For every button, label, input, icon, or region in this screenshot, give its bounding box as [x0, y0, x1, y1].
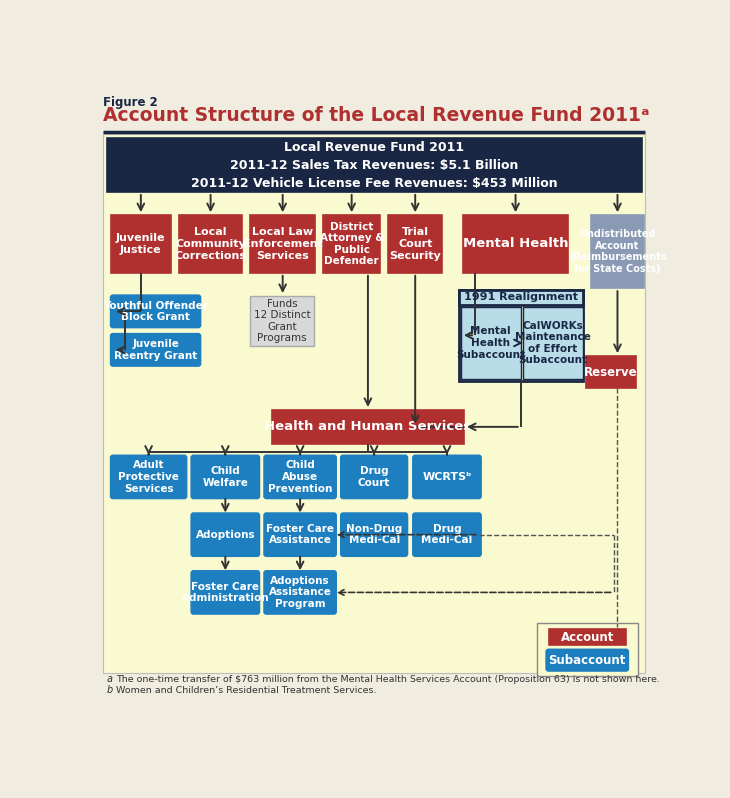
Bar [272, 410, 464, 444]
FancyBboxPatch shape [191, 456, 259, 499]
Text: Reserve: Reserve [584, 365, 638, 379]
Text: Adoptions
Assistance
Program: Adoptions Assistance Program [269, 576, 331, 609]
Bar [591, 215, 644, 288]
FancyBboxPatch shape [111, 456, 187, 499]
Text: Local
Community
Corrections: Local Community Corrections [174, 227, 247, 261]
Bar [585, 356, 636, 389]
FancyBboxPatch shape [413, 513, 481, 556]
Text: Mental
Health
Subaccount: Mental Health Subaccount [456, 326, 526, 360]
Text: Account Structure of the Local Revenue Fund 2011ᵃ: Account Structure of the Local Revenue F… [103, 106, 650, 125]
Text: Foster Care
Administration: Foster Care Administration [182, 582, 269, 603]
FancyBboxPatch shape [264, 513, 336, 556]
Text: Funds
12 Distinct
Grant
Programs: Funds 12 Distinct Grant Programs [253, 298, 310, 343]
Bar [537, 623, 637, 676]
Text: District
Attorney &
Public
Defender: District Attorney & Public Defender [320, 222, 384, 266]
Bar [111, 215, 171, 273]
FancyBboxPatch shape [191, 513, 259, 556]
FancyBboxPatch shape [341, 513, 407, 556]
FancyBboxPatch shape [413, 456, 481, 499]
Text: Child
Welfare: Child Welfare [202, 466, 248, 488]
Bar [458, 290, 583, 381]
Text: Account: Account [561, 630, 614, 643]
Text: Juvenile
Justice: Juvenile Justice [116, 233, 166, 255]
Bar [464, 215, 568, 273]
Bar [107, 138, 642, 192]
Text: Adult
Protective
Services: Adult Protective Services [118, 460, 179, 493]
FancyBboxPatch shape [546, 650, 629, 671]
Text: 1991 Realignment: 1991 Realignment [464, 293, 577, 302]
Bar [103, 134, 645, 674]
Bar [461, 306, 520, 379]
Text: Health and Human Services: Health and Human Services [264, 421, 472, 433]
Text: Undistributed
Account
(Reimbursements
for State Costs): Undistributed Account (Reimbursements fo… [569, 229, 666, 274]
Text: Figure 2: Figure 2 [103, 96, 158, 109]
Text: Trial
Court
Security: Trial Court Security [389, 227, 441, 261]
Text: Adoptions: Adoptions [196, 530, 256, 539]
Text: WCRTSᵇ: WCRTSᵇ [422, 472, 472, 482]
Bar [323, 215, 380, 273]
Text: CalWORKs
Maintenance
of Effort
Subaccount: CalWORKs Maintenance of Effort Subaccoun… [515, 321, 591, 365]
Text: b: b [107, 685, 113, 694]
Text: Foster Care
Assistance: Foster Care Assistance [266, 523, 334, 546]
Bar [548, 630, 626, 645]
Bar [458, 290, 583, 305]
Text: Local Revenue Fund 2011
2011-12 Sales Tax Revenues: $5.1 Billion
2011-12 Vehicle: Local Revenue Fund 2011 2011-12 Sales Ta… [191, 140, 558, 190]
Text: Juvenile
Reentry Grant: Juvenile Reentry Grant [114, 339, 197, 361]
Text: Non-Drug
Medi-Cal: Non-Drug Medi-Cal [346, 523, 402, 546]
Text: Women and Children’s Residential Treatment Services.: Women and Children’s Residential Treatme… [116, 685, 377, 694]
Text: Child
Abuse
Prevention: Child Abuse Prevention [268, 460, 332, 493]
Text: The one-time transfer of $763 million from the Mental Health Services Account (P: The one-time transfer of $763 million fr… [116, 675, 660, 685]
Text: Youthful Offender
Block Grant: Youthful Offender Block Grant [103, 301, 208, 322]
Text: Subaccount: Subaccount [548, 654, 626, 666]
FancyBboxPatch shape [264, 571, 336, 614]
Bar [250, 296, 314, 346]
Text: Mental Health: Mental Health [463, 238, 569, 251]
FancyBboxPatch shape [111, 334, 201, 366]
Text: Drug
Court: Drug Court [358, 466, 391, 488]
Bar [388, 215, 442, 273]
Bar [179, 215, 242, 273]
Text: Local Law
Enforcement
Services: Local Law Enforcement Services [243, 227, 323, 261]
Text: a: a [107, 674, 112, 685]
Bar [250, 215, 315, 273]
FancyBboxPatch shape [111, 295, 201, 327]
Text: Drug
Medi-Cal: Drug Medi-Cal [421, 523, 472, 546]
FancyBboxPatch shape [341, 456, 407, 499]
Bar [523, 306, 583, 379]
FancyBboxPatch shape [191, 571, 259, 614]
FancyBboxPatch shape [264, 456, 336, 499]
